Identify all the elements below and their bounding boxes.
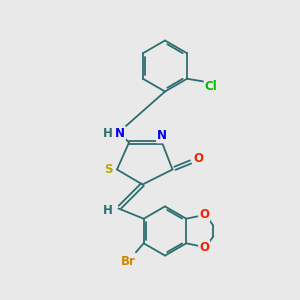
Text: O: O — [194, 152, 204, 165]
Text: S: S — [104, 163, 113, 176]
Text: H: H — [103, 204, 113, 218]
Text: N: N — [115, 127, 125, 140]
Text: O: O — [199, 208, 209, 221]
Text: Br: Br — [121, 255, 136, 268]
Text: H: H — [103, 127, 112, 140]
Text: Cl: Cl — [205, 80, 218, 93]
Text: O: O — [199, 241, 209, 254]
Text: N: N — [157, 129, 167, 142]
